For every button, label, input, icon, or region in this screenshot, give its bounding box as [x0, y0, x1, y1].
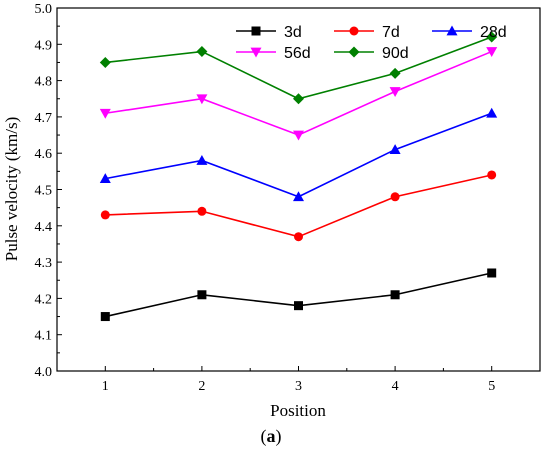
data-point-3d — [390, 290, 400, 300]
data-point-28d — [293, 191, 304, 202]
y-axis: 4.0 4.1 4.2 4.3 4.4 4.5 4.6 4.7 4.8 4.9 5.0 — [35, 2, 62, 380]
caption-letter: a — [267, 426, 276, 446]
y-tick-label: 4.3 — [35, 256, 53, 271]
legend-label: 7d — [382, 24, 400, 41]
legend-label: 28d — [480, 24, 507, 41]
data-point-28d — [389, 144, 401, 154]
legend-marker — [446, 25, 458, 36]
series-7d — [100, 170, 497, 242]
x-tick-label: 4 — [392, 379, 399, 394]
data-point-3d — [294, 301, 303, 311]
data-point-7d — [390, 192, 400, 202]
plot-area — [56, 7, 541, 372]
data-point-90d — [486, 31, 498, 43]
y-tick-label: 4.2 — [35, 292, 53, 307]
data-point-56d — [486, 47, 498, 58]
data-point-56d — [293, 130, 304, 141]
y-tick-label: 4.8 — [35, 75, 53, 90]
series-3d — [100, 268, 497, 322]
y-tick-label: 4.7 — [35, 111, 53, 126]
legend-label: 56d — [284, 45, 311, 62]
data-point-7d — [487, 170, 497, 180]
series-90d — [99, 31, 498, 105]
legend-marker — [250, 47, 262, 58]
data-point-3d — [100, 312, 110, 322]
legend-item-56d: 56d — [236, 45, 311, 62]
legend: 3d 7d 28d 56d 90d — [236, 24, 507, 62]
x-tick-label: 2 — [198, 379, 205, 394]
y-tick-label: 4.4 — [35, 220, 53, 235]
data-point-56d — [389, 87, 401, 97]
y-tick-label: 5.0 — [35, 2, 53, 17]
y-axis-title: Pulse velocity (km/s) — [2, 117, 21, 261]
legend-item-3d: 3d — [236, 24, 302, 41]
x-tick-label: 3 — [295, 379, 302, 394]
data-point-7d — [294, 232, 303, 242]
data-point-7d — [100, 210, 110, 220]
data-point-28d — [486, 107, 498, 118]
y-tick-label: 4.6 — [35, 147, 53, 162]
x-tick-label: 1 — [102, 379, 109, 394]
data-point-3d — [487, 268, 497, 278]
y-tick-label: 4.1 — [35, 329, 53, 344]
data-point-3d — [197, 290, 207, 300]
legend-item-7d: 7d — [334, 24, 400, 41]
x-axis: 1 2 3 4 5 — [102, 366, 495, 394]
data-point-56d — [99, 108, 111, 119]
y-tick-label: 4.0 — [35, 365, 53, 380]
data-point-90d — [293, 93, 304, 105]
series-28d — [99, 107, 498, 202]
caption-open-paren: ( — [261, 426, 267, 447]
series-line-7d — [105, 174, 492, 238]
data-point-28d — [196, 154, 208, 165]
legend-marker — [348, 46, 360, 58]
figure-caption: (a) — [261, 426, 282, 447]
data-point-90d — [99, 56, 111, 68]
y-tick-label: 4.5 — [35, 184, 53, 199]
legend-label: 3d — [284, 24, 302, 41]
data-point-56d — [196, 94, 208, 105]
x-axis-title: Position — [270, 401, 326, 420]
legend-item-90d: 90d — [334, 45, 409, 62]
data-point-90d — [196, 46, 208, 58]
series-56d — [99, 47, 498, 141]
series-layer — [99, 31, 498, 322]
data-point-28d — [99, 173, 111, 184]
caption-close-paren: ) — [276, 426, 282, 447]
legend-marker — [349, 26, 359, 36]
y-tick-label: 4.9 — [35, 38, 53, 53]
x-tick-label: 5 — [488, 379, 495, 394]
legend-item-28d: 28d — [432, 24, 507, 41]
legend-label: 90d — [382, 45, 409, 62]
data-point-90d — [389, 67, 401, 79]
legend-marker — [251, 26, 261, 36]
data-point-7d — [197, 206, 207, 216]
series-line-28d — [105, 112, 492, 198]
